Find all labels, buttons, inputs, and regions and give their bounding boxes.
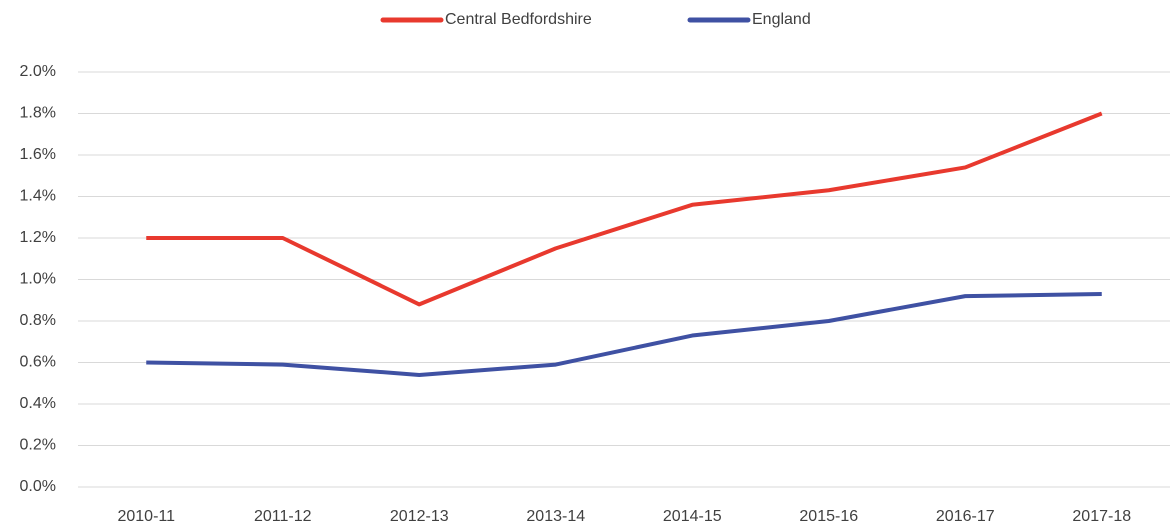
y-tick-label: 0.6% [20, 354, 56, 371]
y-tick-label: 1.0% [20, 271, 56, 288]
x-tick-label: 2016-17 [936, 508, 995, 525]
y-tick-label: 1.6% [20, 146, 56, 163]
y-tick-label: 2.0% [20, 63, 56, 80]
y-tick-label: 0.0% [20, 478, 56, 495]
y-tick-label: 0.4% [20, 395, 56, 412]
x-tick-label: 2010-11 [117, 508, 175, 525]
y-tick-label: 1.4% [20, 188, 56, 205]
x-tick-label: 2015-16 [799, 508, 858, 525]
y-tick-label: 0.2% [20, 437, 56, 454]
legend-label: Central Bedfordshire [445, 11, 592, 28]
series-line [146, 292, 1102, 377]
x-tick-label: 2013-14 [526, 508, 585, 525]
x-tick-label: 2017-18 [1072, 508, 1131, 525]
x-tick-label: 2014-15 [663, 508, 722, 525]
y-tick-label: 0.8% [20, 312, 56, 329]
legend-label: England [752, 11, 811, 28]
y-tick-label: 1.8% [20, 105, 56, 122]
x-tick-label: 2012-13 [390, 508, 449, 525]
series-line [146, 111, 1103, 307]
x-tick-label: 2011-12 [254, 508, 312, 525]
y-tick-label: 1.2% [20, 229, 56, 246]
